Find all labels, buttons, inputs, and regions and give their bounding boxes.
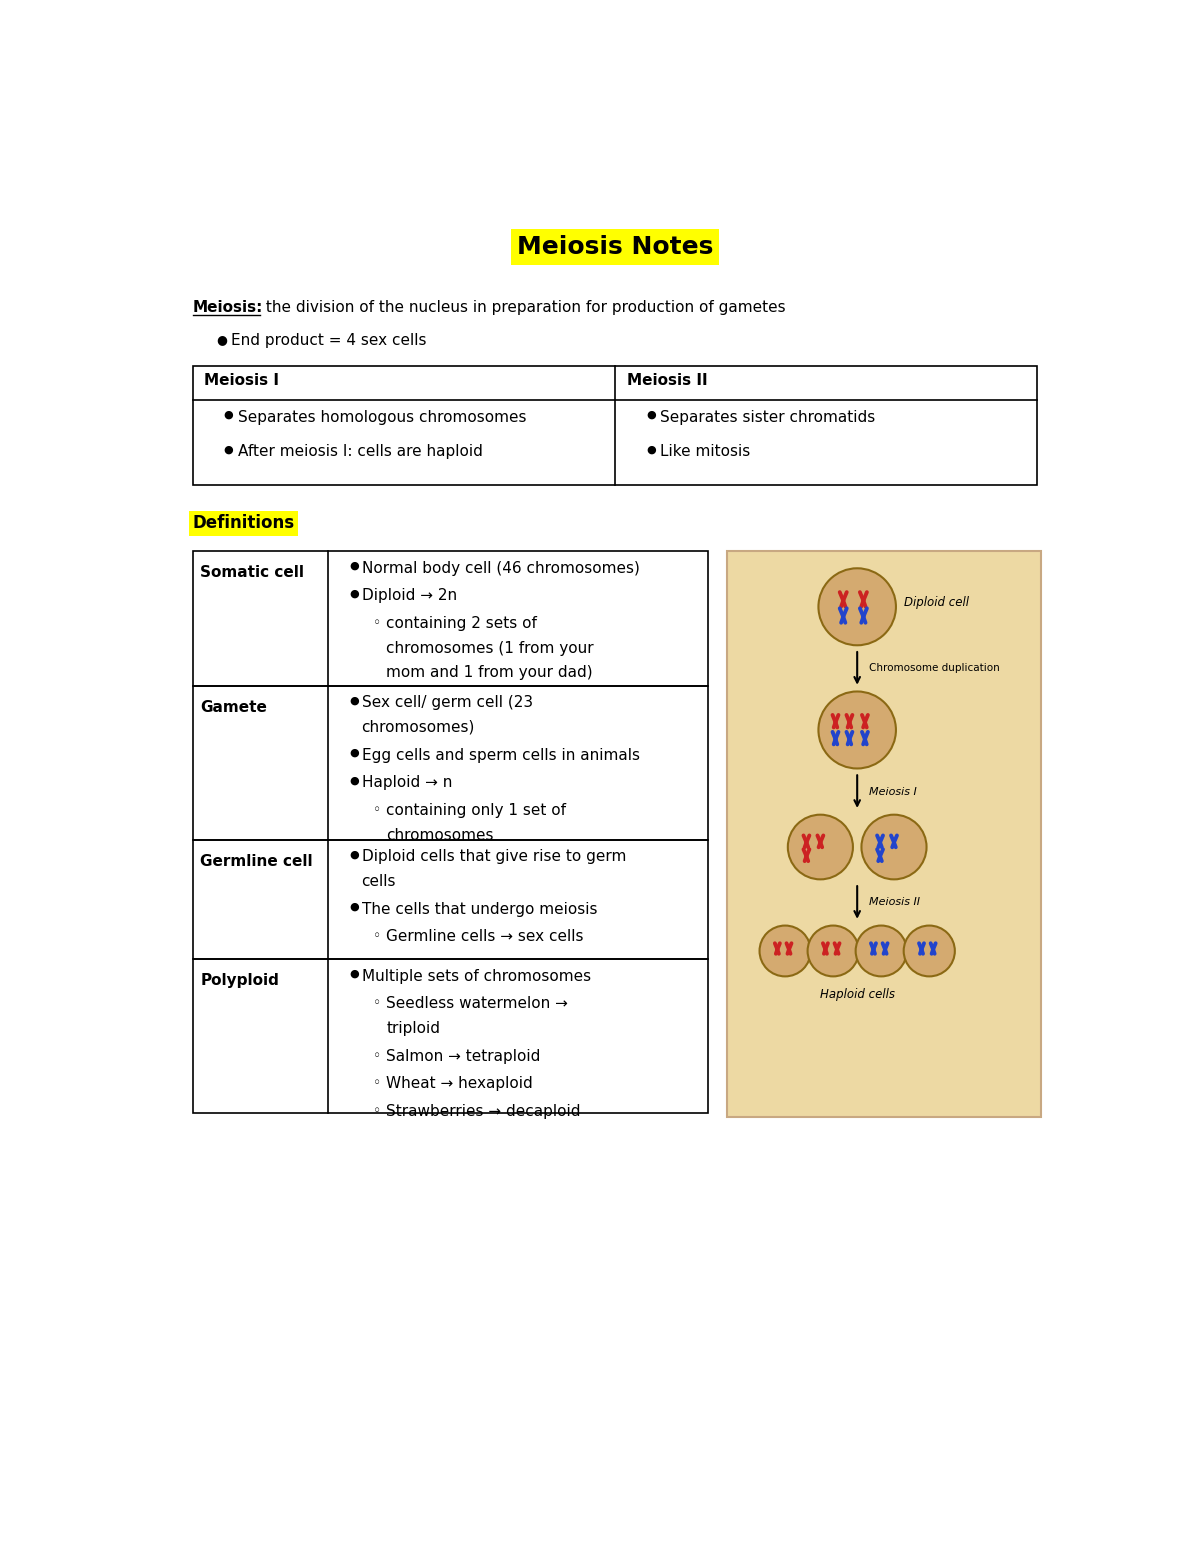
Text: ●: ● bbox=[646, 410, 655, 419]
Text: Somatic cell: Somatic cell bbox=[200, 565, 305, 581]
Text: ●: ● bbox=[349, 775, 359, 786]
Circle shape bbox=[808, 926, 859, 977]
Text: Gamete: Gamete bbox=[200, 700, 268, 714]
Text: Meiosis I: Meiosis I bbox=[204, 373, 280, 388]
Text: Salmon → tetraploid: Salmon → tetraploid bbox=[386, 1048, 541, 1064]
Text: After meiosis I: cells are haploid: After meiosis I: cells are haploid bbox=[238, 444, 482, 460]
Text: ●: ● bbox=[349, 696, 359, 705]
Text: Definitions: Definitions bbox=[193, 514, 295, 533]
Circle shape bbox=[822, 572, 893, 643]
Text: containing only 1 set of: containing only 1 set of bbox=[386, 803, 566, 818]
Text: The cells that undergo meiosis: The cells that undergo meiosis bbox=[361, 902, 598, 916]
Text: ●: ● bbox=[349, 969, 359, 978]
Text: ◦: ◦ bbox=[372, 1104, 380, 1118]
Text: Meiosis II: Meiosis II bbox=[869, 898, 920, 907]
Text: ◦: ◦ bbox=[372, 617, 380, 631]
Text: the division of the nucleus in preparation for production of gametes: the division of the nucleus in preparati… bbox=[260, 300, 786, 315]
Text: Like mitosis: Like mitosis bbox=[660, 444, 750, 460]
Text: Meiosis Notes: Meiosis Notes bbox=[517, 235, 713, 259]
Text: Diploid cell: Diploid cell bbox=[904, 596, 968, 609]
Text: Diploid → 2n: Diploid → 2n bbox=[361, 589, 457, 603]
Text: ●: ● bbox=[646, 444, 655, 455]
Circle shape bbox=[760, 926, 811, 977]
Text: Haploid cells: Haploid cells bbox=[820, 988, 895, 1002]
Text: Normal body cell (46 chromosomes): Normal body cell (46 chromosomes) bbox=[361, 561, 640, 576]
Circle shape bbox=[822, 694, 893, 766]
Text: Polyploid: Polyploid bbox=[200, 974, 280, 988]
Circle shape bbox=[856, 926, 907, 977]
Text: Germline cell: Germline cell bbox=[200, 854, 313, 870]
Text: cells: cells bbox=[361, 874, 396, 888]
Text: mom and 1 from your dad): mom and 1 from your dad) bbox=[386, 665, 593, 680]
Text: Meiosis:: Meiosis: bbox=[193, 300, 263, 315]
Circle shape bbox=[788, 815, 853, 879]
Text: Sex cell/ germ cell (23: Sex cell/ germ cell (23 bbox=[361, 696, 533, 710]
Text: Germline cells → sex cells: Germline cells → sex cells bbox=[386, 929, 584, 944]
Text: chromosomes): chromosomes) bbox=[361, 721, 475, 735]
Circle shape bbox=[818, 691, 896, 769]
Circle shape bbox=[810, 927, 857, 974]
Circle shape bbox=[862, 815, 926, 879]
Text: chromosomes: chromosomes bbox=[386, 828, 494, 843]
Text: ◦: ◦ bbox=[372, 997, 380, 1011]
Text: chromosomes (1 from your: chromosomes (1 from your bbox=[386, 641, 594, 655]
Circle shape bbox=[762, 927, 809, 974]
Text: ●: ● bbox=[349, 561, 359, 570]
Circle shape bbox=[858, 927, 905, 974]
Text: Strawberries → decaploid: Strawberries → decaploid bbox=[386, 1104, 581, 1120]
Text: Egg cells and sperm cells in animals: Egg cells and sperm cells in animals bbox=[361, 747, 640, 763]
Circle shape bbox=[818, 568, 896, 646]
Text: Separates sister chromatids: Separates sister chromatids bbox=[660, 410, 875, 424]
Text: ◦: ◦ bbox=[372, 929, 380, 943]
Text: ●: ● bbox=[223, 410, 233, 419]
Text: Meiosis I: Meiosis I bbox=[869, 786, 917, 797]
Text: ◦: ◦ bbox=[372, 803, 380, 817]
Text: containing 2 sets of: containing 2 sets of bbox=[386, 617, 538, 631]
Text: ◦: ◦ bbox=[372, 1076, 380, 1090]
Circle shape bbox=[864, 817, 924, 877]
Text: Seedless watermelon →: Seedless watermelon → bbox=[386, 997, 569, 1011]
Text: Separates homologous chromosomes: Separates homologous chromosomes bbox=[238, 410, 526, 424]
Text: ●: ● bbox=[349, 589, 359, 598]
Text: Wheat → hexaploid: Wheat → hexaploid bbox=[386, 1076, 533, 1092]
Text: End product = 4 sex cells: End product = 4 sex cells bbox=[232, 334, 427, 348]
Text: Diploid cells that give rise to germ: Diploid cells that give rise to germ bbox=[361, 849, 626, 865]
Circle shape bbox=[906, 927, 953, 974]
Text: Meiosis II: Meiosis II bbox=[626, 373, 707, 388]
Circle shape bbox=[904, 926, 955, 977]
Text: Haploid → n: Haploid → n bbox=[361, 775, 452, 790]
Text: ◦: ◦ bbox=[372, 1048, 380, 1062]
Text: ●: ● bbox=[349, 902, 359, 912]
FancyBboxPatch shape bbox=[727, 551, 1042, 1117]
Text: triploid: triploid bbox=[386, 1020, 440, 1036]
Text: ●: ● bbox=[216, 334, 227, 346]
Text: ●: ● bbox=[349, 849, 359, 859]
Circle shape bbox=[791, 817, 851, 877]
Text: Chromosome duplication: Chromosome duplication bbox=[869, 663, 1000, 674]
Text: ●: ● bbox=[349, 747, 359, 758]
Text: Multiple sets of chromosomes: Multiple sets of chromosomes bbox=[361, 969, 590, 983]
Text: ●: ● bbox=[223, 444, 233, 455]
